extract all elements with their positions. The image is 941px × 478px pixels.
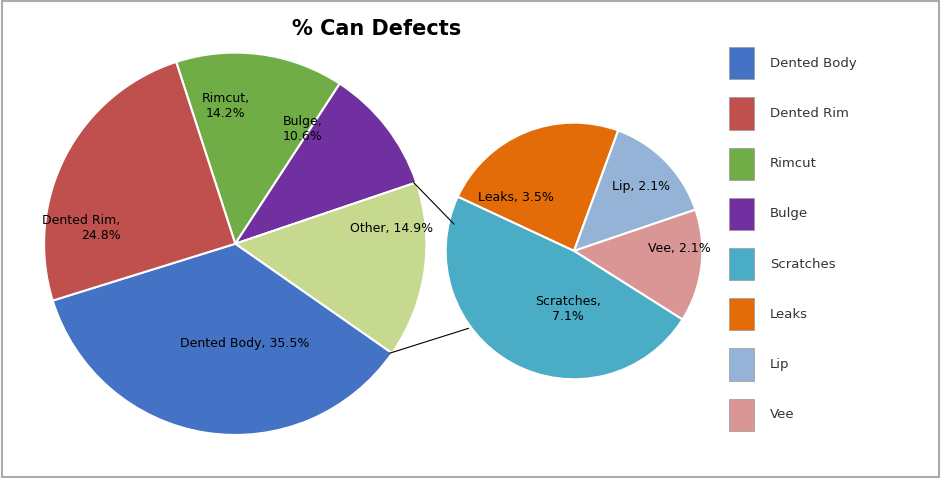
Text: Dented Body: Dented Body <box>770 57 856 70</box>
Wedge shape <box>235 84 416 244</box>
Text: Scratches: Scratches <box>770 258 836 271</box>
Text: % Can Defects: % Can Defects <box>292 19 461 39</box>
Wedge shape <box>457 123 618 251</box>
Text: Leaks: Leaks <box>770 308 807 321</box>
Wedge shape <box>235 183 426 353</box>
Text: Rimcut: Rimcut <box>770 157 817 170</box>
Text: Rimcut,
14.2%: Rimcut, 14.2% <box>201 92 249 120</box>
Text: Lip, 2.1%: Lip, 2.1% <box>612 180 670 193</box>
Wedge shape <box>446 197 682 379</box>
FancyBboxPatch shape <box>729 47 754 79</box>
Wedge shape <box>44 62 235 301</box>
Text: Vee: Vee <box>770 408 794 421</box>
Text: Scratches,
7.1%: Scratches, 7.1% <box>534 295 600 323</box>
Text: Dented Rim,
24.8%: Dented Rim, 24.8% <box>42 215 120 242</box>
Text: Bulge: Bulge <box>770 207 808 220</box>
Text: Dented Rim: Dented Rim <box>770 107 849 120</box>
Wedge shape <box>574 210 702 319</box>
FancyBboxPatch shape <box>729 399 754 431</box>
Text: Leaks, 3.5%: Leaks, 3.5% <box>478 191 554 204</box>
Text: Bulge,
10.6%: Bulge, 10.6% <box>282 115 322 143</box>
FancyBboxPatch shape <box>729 248 754 280</box>
Text: Lip: Lip <box>770 358 789 371</box>
FancyBboxPatch shape <box>729 98 754 130</box>
Wedge shape <box>574 130 695 251</box>
Wedge shape <box>176 53 340 244</box>
Text: Vee, 2.1%: Vee, 2.1% <box>648 242 711 255</box>
FancyBboxPatch shape <box>729 148 754 180</box>
Text: Other, 14.9%: Other, 14.9% <box>350 222 433 235</box>
FancyBboxPatch shape <box>729 298 754 330</box>
Wedge shape <box>53 244 392 435</box>
FancyBboxPatch shape <box>729 198 754 230</box>
Text: Dented Body, 35.5%: Dented Body, 35.5% <box>180 337 310 350</box>
FancyBboxPatch shape <box>729 348 754 380</box>
